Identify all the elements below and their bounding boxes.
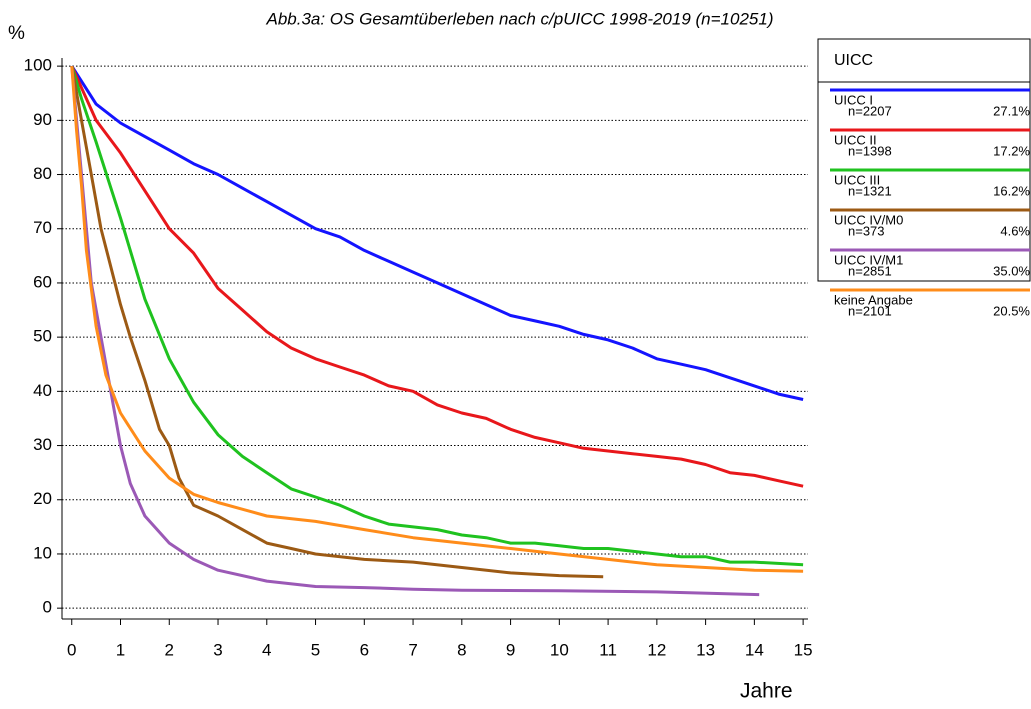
legend-share: 27.1%	[993, 103, 1030, 118]
x-tick-label: 9	[506, 640, 515, 659]
legend-count: n=2207	[848, 103, 892, 118]
legend-count: n=373	[848, 223, 885, 238]
legend-share: 35.0%	[993, 263, 1030, 278]
x-tick-label: 10	[550, 640, 569, 659]
x-tick-label: 13	[696, 640, 715, 659]
legend-title: UICC	[834, 52, 873, 69]
legend-share: 16.2%	[993, 183, 1030, 198]
x-axis-label: Jahre	[740, 680, 793, 703]
legend-share: 17.2%	[993, 143, 1030, 158]
y-tick-label: 50	[33, 327, 52, 346]
x-tick-label: 6	[360, 640, 369, 659]
legend-share: 4.6%	[1000, 223, 1030, 238]
x-tick-label: 1	[116, 640, 125, 659]
legend-count: n=1398	[848, 143, 892, 158]
survival-curve	[70, 65, 804, 573]
survival-curve	[70, 65, 760, 597]
x-tick-label: 3	[213, 640, 222, 659]
x-tick-label: 11	[599, 640, 617, 659]
x-tick-label: 0	[67, 640, 76, 659]
x-tick-label: 4	[262, 640, 271, 659]
y-tick-label: 70	[33, 218, 52, 237]
legend-label: UICC IV/M1	[834, 252, 903, 267]
x-tick-label: 15	[794, 640, 813, 659]
x-tick-label: 8	[457, 640, 466, 659]
x-tick-label: 5	[311, 640, 320, 659]
legend-count: n=2101	[848, 303, 892, 318]
x-tick-label: 7	[408, 640, 417, 659]
x-tick-label: 12	[647, 640, 666, 659]
legend-label: keine Angabe	[834, 292, 913, 307]
legend-share: 20.5%	[993, 303, 1030, 318]
survival-curve	[70, 65, 804, 488]
y-tick-label: 80	[33, 164, 52, 183]
y-tick-label: 30	[33, 435, 52, 454]
legend-count: n=2851	[848, 263, 892, 278]
chart-title: Abb.3a: OS Gesamtüberleben nach c/pUICC …	[265, 9, 773, 28]
x-tick-label: 14	[745, 640, 764, 659]
survival-curve	[70, 65, 604, 579]
legend-label: UICC IV/M0	[834, 212, 903, 227]
x-tick-label: 2	[165, 640, 174, 659]
legend-count: n=1321	[848, 183, 892, 198]
y-tick-label: 0	[43, 598, 52, 617]
legend-label: UICC I	[834, 92, 873, 107]
y-tick-label: 10	[33, 543, 52, 562]
legend-label: UICC II	[834, 132, 877, 147]
y-tick-label: 100	[24, 56, 52, 75]
legend-label: UICC III	[834, 172, 880, 187]
y-axis-label: %	[8, 23, 25, 44]
y-tick-label: 40	[33, 381, 52, 400]
survival-curve	[70, 65, 804, 401]
y-tick-label: 20	[33, 489, 52, 508]
y-tick-label: 90	[33, 110, 52, 129]
survival-curve	[70, 65, 804, 567]
legend-box	[817, 38, 1031, 282]
y-tick-label: 60	[33, 272, 52, 291]
